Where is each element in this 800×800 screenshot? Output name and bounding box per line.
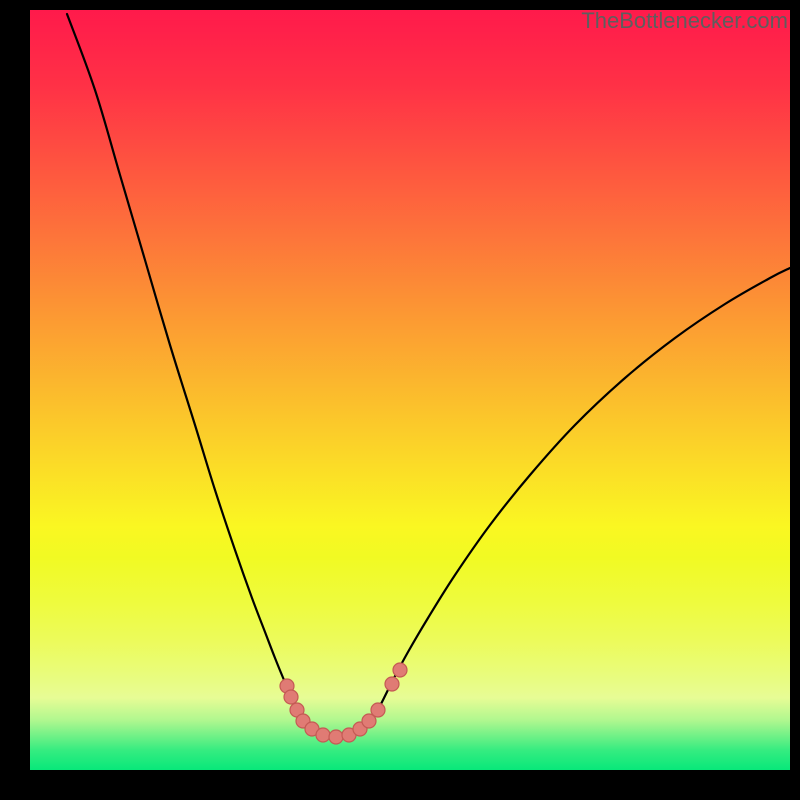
- watermark-text: TheBottlenecker.com: [581, 8, 788, 34]
- heatmap-gradient: [30, 10, 790, 770]
- plot-area: [30, 10, 790, 770]
